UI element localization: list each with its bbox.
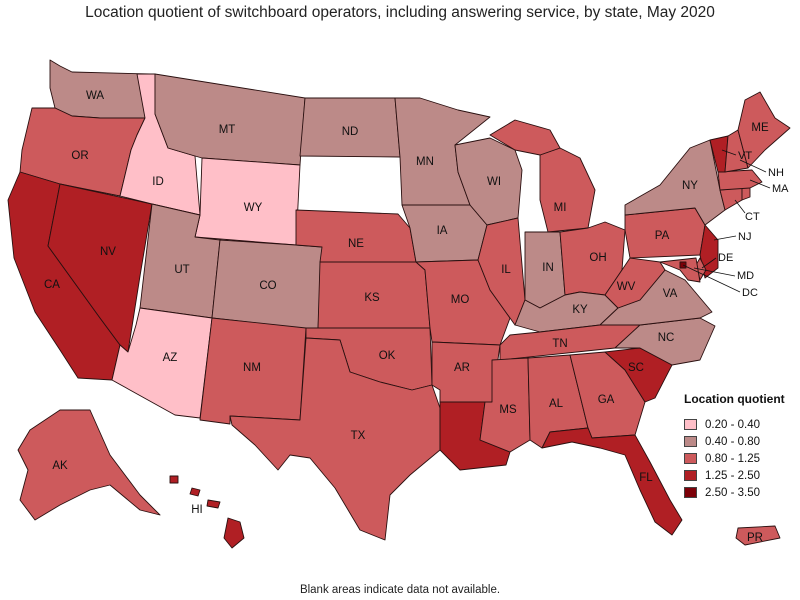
legend-swatch: [684, 453, 697, 464]
label-TX: TX: [351, 430, 366, 442]
label-OH: OH: [589, 252, 606, 264]
state-TX[interactable]: [229, 337, 441, 541]
label-NH: NH: [768, 167, 784, 179]
legend-swatch: [684, 436, 697, 447]
label-OK: OK: [379, 350, 396, 362]
label-GA: GA: [598, 394, 615, 406]
state-HI-kauai[interactable]: [169, 475, 179, 484]
label-HI: HI: [191, 504, 203, 516]
leader-DC: [682, 264, 741, 293]
state-WY[interactable]: [194, 157, 301, 246]
state-HI-maui[interactable]: [206, 499, 221, 509]
state-RI[interactable]: [741, 187, 751, 201]
legend-label: 0.80 - 1.25: [705, 452, 760, 465]
data-availability-note: Blank areas indicate data not available.: [299, 584, 501, 596]
legend-item: 0.80 - 1.25: [684, 450, 794, 467]
state-WA[interactable]: [49, 59, 151, 119]
legend-swatch: [684, 419, 697, 430]
label-IN: IN: [542, 262, 554, 274]
label-MA: MA: [772, 183, 789, 195]
state-MD[interactable]: [659, 257, 701, 283]
label-MD: MD: [737, 270, 754, 282]
label-PA: PA: [655, 230, 670, 242]
label-NE: NE: [348, 238, 364, 250]
label-MI: MI: [554, 202, 567, 214]
label-WI: WI: [487, 176, 501, 188]
label-PR: PR: [747, 532, 763, 544]
label-WA: WA: [86, 90, 104, 102]
label-VA: VA: [663, 288, 678, 300]
legend-label: 0.20 - 0.40: [705, 418, 760, 431]
legend-swatch: [684, 487, 697, 498]
label-CA: CA: [44, 279, 60, 291]
label-NC: NC: [658, 332, 675, 344]
label-NM: NM: [243, 362, 261, 374]
state-HI-oahu[interactable]: [189, 487, 201, 497]
label-ND: ND: [342, 126, 359, 138]
legend-title: Location quotient: [684, 392, 785, 406]
legend-item: 0.20 - 0.40: [684, 416, 794, 433]
legend-label: 0.40 - 0.80: [705, 435, 760, 448]
label-VT: VT: [738, 150, 752, 162]
state-PR[interactable]: [735, 525, 781, 546]
state-WV[interactable]: [604, 257, 666, 309]
label-MS: MS: [499, 404, 517, 416]
label-WY: WY: [244, 202, 263, 214]
label-ME: ME: [751, 122, 769, 134]
leader-MD: [693, 267, 736, 277]
leader-CT: [734, 199, 746, 214]
state-FL[interactable]: [541, 427, 683, 536]
label-AR: AR: [454, 362, 470, 374]
label-AK: AK: [52, 460, 68, 472]
label-KY: KY: [572, 304, 588, 316]
label-TN: TN: [552, 338, 567, 350]
leader-MA: [749, 179, 771, 189]
legend-label: 2.50 - 3.50: [705, 486, 760, 499]
legend-item: 2.50 - 3.50: [684, 484, 794, 501]
label-NJ: NJ: [738, 231, 751, 243]
label-MN: MN: [416, 156, 434, 168]
legend-item: 0.40 - 0.80: [684, 433, 794, 450]
leader-NH: [739, 159, 767, 173]
label-FL: FL: [639, 472, 653, 484]
state-NJ[interactable]: [699, 224, 719, 279]
label-IA: IA: [437, 225, 448, 237]
legend-label: 1.25 - 2.50: [705, 469, 760, 482]
leader-DE: [701, 257, 717, 269]
legend-item: 1.25 - 2.50: [684, 467, 794, 484]
legend: Location quotient 0.20 - 0.40 0.40 - 0.8…: [684, 392, 794, 501]
label-KS: KS: [364, 292, 380, 304]
legend-swatch: [684, 470, 697, 481]
label-DC: DC: [742, 287, 758, 299]
label-MT: MT: [219, 124, 236, 136]
state-HI[interactable]: [223, 517, 245, 549]
leader-VT: [721, 149, 737, 156]
state-MI-upper[interactable]: [489, 119, 561, 156]
leader-NJ: [713, 235, 737, 241]
label-CO: CO: [259, 280, 276, 292]
label-UT: UT: [174, 264, 189, 276]
label-AZ: AZ: [163, 352, 178, 364]
map-title: Location quotient of switchboard operato…: [85, 4, 715, 21]
label-MO: MO: [451, 294, 470, 306]
label-NV: NV: [100, 246, 116, 258]
label-IL: IL: [501, 264, 511, 276]
state-MI[interactable]: [539, 147, 596, 233]
state-IL[interactable]: [477, 217, 526, 326]
label-DE: DE: [718, 252, 733, 264]
label-NY: NY: [682, 180, 698, 192]
state-AK[interactable]: [17, 409, 161, 521]
label-WV: WV: [617, 281, 636, 293]
label-OR: OR: [71, 150, 88, 162]
label-AL: AL: [549, 398, 564, 410]
label-CT: CT: [745, 211, 760, 223]
label-ID: ID: [152, 176, 164, 188]
label-SC: SC: [628, 362, 644, 374]
state-MA[interactable]: [717, 169, 763, 191]
